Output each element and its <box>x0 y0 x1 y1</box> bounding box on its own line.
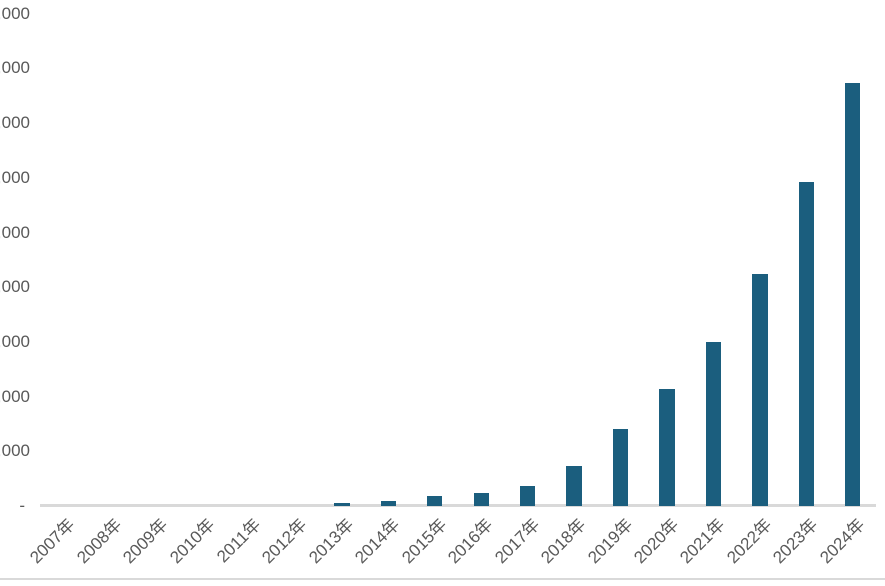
bar-2015 <box>427 496 443 506</box>
bar-2023 <box>798 182 814 506</box>
bar-2021 <box>705 342 722 506</box>
bar-2014 <box>380 501 396 506</box>
bar-2018 <box>566 466 582 506</box>
bottom-border-line <box>0 578 885 580</box>
y-axis-tick-label-7: ,000 <box>0 113 30 133</box>
bar-2013 <box>334 503 350 506</box>
y-axis-tick-label-2: ,000 <box>0 386 30 406</box>
bar-2022 <box>752 274 768 506</box>
y-axis-tick-label-3: ,000 <box>0 331 30 351</box>
y-axis-tick-label-5: ,000 <box>0 222 30 242</box>
y-axis-tick-label-0: - <box>19 496 25 515</box>
y-axis-tick-label-9: ,000 <box>0 3 30 23</box>
y-axis-tick-label-4: ,000 <box>0 277 30 297</box>
y-axis-tick-label-1: ,000 <box>0 441 30 461</box>
bar-2024 <box>845 83 861 506</box>
x-axis-line <box>40 504 876 507</box>
bar-2019 <box>612 429 629 506</box>
bar-2020 <box>659 389 675 506</box>
y-axis-tick-label-6: ,000 <box>0 167 30 187</box>
y-axis-tick-label-8: ,000 <box>0 58 30 78</box>
bar-2016 <box>473 493 489 506</box>
bar-2017 <box>520 486 536 506</box>
